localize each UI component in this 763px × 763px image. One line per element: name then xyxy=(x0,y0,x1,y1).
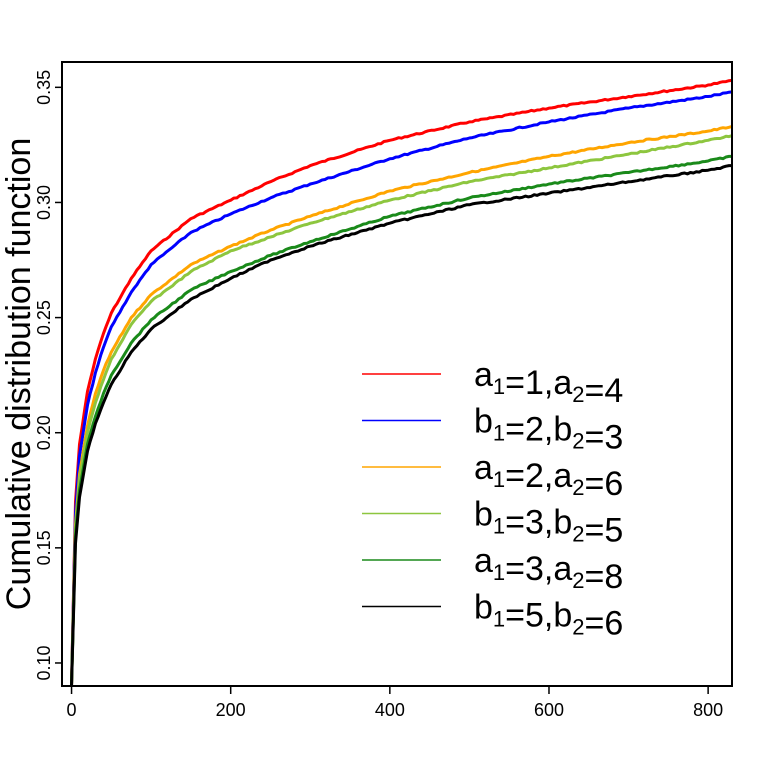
y-axis-title: Cumulative distribution function xyxy=(0,138,38,610)
legend-label-6: b1=5,b2=6 xyxy=(474,589,623,643)
legend-label-2: b1=2,b2=3 xyxy=(474,403,623,457)
x-axis: 0 200 400 600 800 xyxy=(67,686,723,720)
series-line-5 xyxy=(70,154,732,687)
y-tick-label: 0.35 xyxy=(34,70,54,105)
legend-label-3: a1=2,a2=6 xyxy=(474,449,623,503)
x-tick-label: 200 xyxy=(216,700,246,720)
x-tick-label: 400 xyxy=(375,700,405,720)
y-axis: 0.10 0.15 0.20 0.25 0.30 0.35 xyxy=(34,70,62,680)
y-tick-label: 0.15 xyxy=(34,530,54,565)
legend-label-5: a1=3,a2=8 xyxy=(474,542,623,596)
series-curves xyxy=(70,78,733,687)
y-tick-label: 0.10 xyxy=(34,645,54,680)
series-line-3 xyxy=(70,125,733,687)
y-tick-label: 0.25 xyxy=(34,300,54,335)
series-line-6 xyxy=(70,164,732,687)
y-tick-label: 0.20 xyxy=(34,415,54,450)
x-tick-label: 0 xyxy=(67,700,77,720)
plot-frame xyxy=(61,61,733,687)
legend-label-1: a1=1,a2=4 xyxy=(474,356,623,410)
series-line-2 xyxy=(70,90,733,687)
y-tick-label: 0.30 xyxy=(34,185,54,220)
x-tick-label: 600 xyxy=(534,700,564,720)
legend: a1=1,a2=4b1=2,b2=3a1=2,a2=6b1=3,b2=5a1=3… xyxy=(362,356,623,643)
series-line-1 xyxy=(70,78,733,687)
legend-label-4: b1=3,b2=5 xyxy=(474,496,623,550)
series-line-4 xyxy=(70,134,733,687)
x-tick-label: 800 xyxy=(693,700,723,720)
